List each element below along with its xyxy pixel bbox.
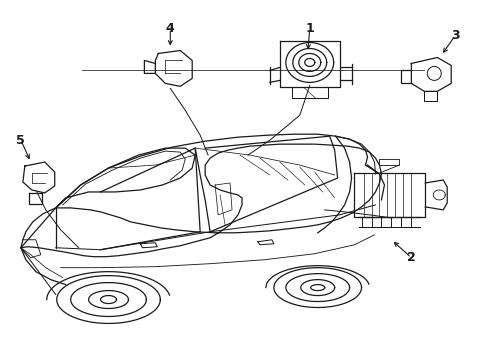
Text: 5: 5 [17,134,25,147]
Text: 1: 1 [305,22,313,35]
Text: 3: 3 [450,29,459,42]
Text: 2: 2 [406,251,415,264]
Text: 4: 4 [165,22,174,35]
